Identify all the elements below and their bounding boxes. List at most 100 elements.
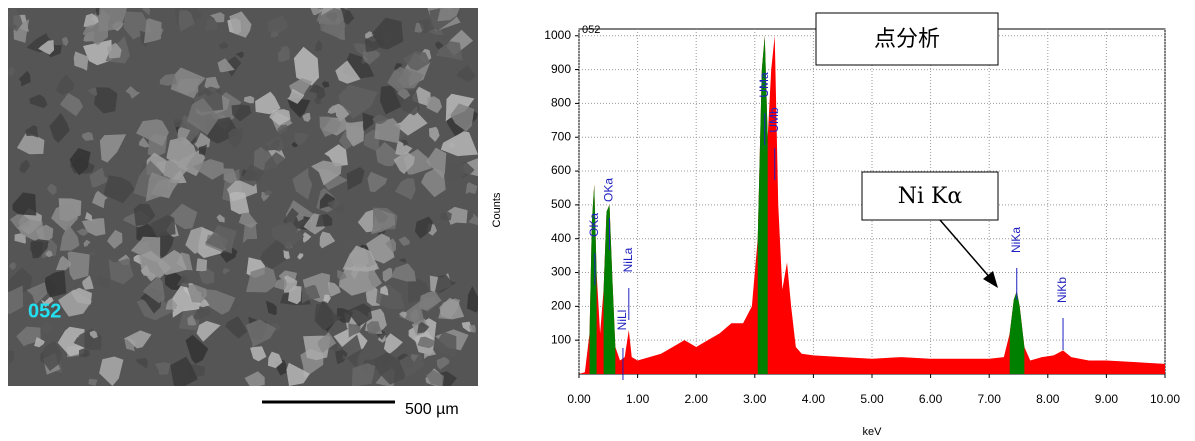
grain xyxy=(280,45,290,59)
grain xyxy=(246,266,278,293)
grain xyxy=(296,213,304,222)
grain xyxy=(107,42,122,59)
grain xyxy=(26,282,48,305)
grain xyxy=(155,362,171,375)
grain xyxy=(323,294,331,304)
grain xyxy=(303,232,312,243)
grain xyxy=(314,303,342,331)
grain xyxy=(353,263,382,292)
grain xyxy=(69,148,91,176)
spectrum-area xyxy=(589,184,597,374)
peak-label: NiKa xyxy=(1009,227,1023,253)
grain xyxy=(82,275,94,290)
grain xyxy=(284,275,298,293)
annotation: 点分析 xyxy=(874,26,940,51)
grain xyxy=(99,134,127,163)
spectrum-area xyxy=(1009,291,1025,374)
chart-title: 052 xyxy=(582,24,600,36)
x-tick-label: 10.00 xyxy=(1150,392,1180,406)
arrow-head xyxy=(983,271,998,288)
grain xyxy=(440,211,452,221)
grain xyxy=(398,311,407,319)
grain xyxy=(315,39,322,52)
peak-label: OKa xyxy=(587,213,601,237)
x-tick-label: 9.00 xyxy=(1095,392,1119,406)
grain xyxy=(310,8,324,16)
grain xyxy=(8,285,24,315)
grain xyxy=(79,348,90,358)
x-tick-label: 7.00 xyxy=(978,392,1002,406)
grain xyxy=(159,73,178,86)
peak-label: UMb xyxy=(767,107,781,133)
grain xyxy=(84,211,93,222)
grain xyxy=(456,65,476,83)
grain xyxy=(231,104,252,122)
peak-label: UMa xyxy=(757,72,771,98)
grain xyxy=(267,351,283,369)
grain xyxy=(382,267,393,282)
grain xyxy=(192,159,225,180)
grain xyxy=(371,17,404,50)
y-tick-label: 100 xyxy=(551,332,571,346)
grain xyxy=(367,171,388,193)
grain xyxy=(205,225,237,254)
grain xyxy=(399,301,426,328)
grain xyxy=(186,284,207,303)
y-tick-label: 400 xyxy=(551,231,571,245)
grain xyxy=(139,137,150,148)
grain xyxy=(202,289,236,315)
grain xyxy=(29,94,48,109)
grain xyxy=(319,231,336,249)
x-tick-label: 6.00 xyxy=(919,392,943,406)
grain xyxy=(271,221,305,249)
y-tick-label: 1000 xyxy=(544,28,571,42)
grain xyxy=(399,353,425,377)
grain xyxy=(319,8,346,38)
grain xyxy=(383,333,403,355)
grain xyxy=(297,253,304,260)
grain xyxy=(216,214,225,223)
grain xyxy=(34,337,45,348)
grain xyxy=(153,25,164,39)
grain xyxy=(319,116,342,137)
peak-label: OKa xyxy=(602,178,616,202)
x-tick-label: 5.00 xyxy=(860,392,884,406)
grain xyxy=(98,8,127,32)
grain xyxy=(51,203,79,232)
grain xyxy=(16,133,45,155)
grain xyxy=(123,330,152,349)
grain xyxy=(265,136,285,152)
grain xyxy=(83,13,99,28)
grain xyxy=(342,245,380,272)
grain xyxy=(324,144,348,167)
grain xyxy=(255,91,281,115)
grain xyxy=(327,105,337,114)
grain xyxy=(170,356,198,386)
x-tick-label: 4.00 xyxy=(802,392,826,406)
annotation: Ni Kα xyxy=(898,184,963,209)
grain xyxy=(311,160,342,186)
grain xyxy=(390,263,417,282)
annotation-box xyxy=(861,171,999,221)
grain xyxy=(149,215,176,238)
grain xyxy=(375,209,389,223)
grain xyxy=(73,51,89,71)
x-tick-label: 8.00 xyxy=(1036,392,1060,406)
x-axis-label: keV xyxy=(863,426,883,438)
grain xyxy=(302,112,311,122)
grain xyxy=(342,237,355,250)
grain xyxy=(170,67,206,101)
grain xyxy=(83,239,91,247)
grain xyxy=(8,267,33,295)
grain xyxy=(45,250,53,258)
grain xyxy=(145,172,170,202)
grain xyxy=(426,147,447,179)
grain xyxy=(107,229,123,249)
grain xyxy=(244,371,265,386)
grain xyxy=(142,8,151,16)
grain xyxy=(342,303,373,327)
grain xyxy=(450,103,475,132)
grain xyxy=(468,324,476,333)
grain xyxy=(81,218,106,236)
